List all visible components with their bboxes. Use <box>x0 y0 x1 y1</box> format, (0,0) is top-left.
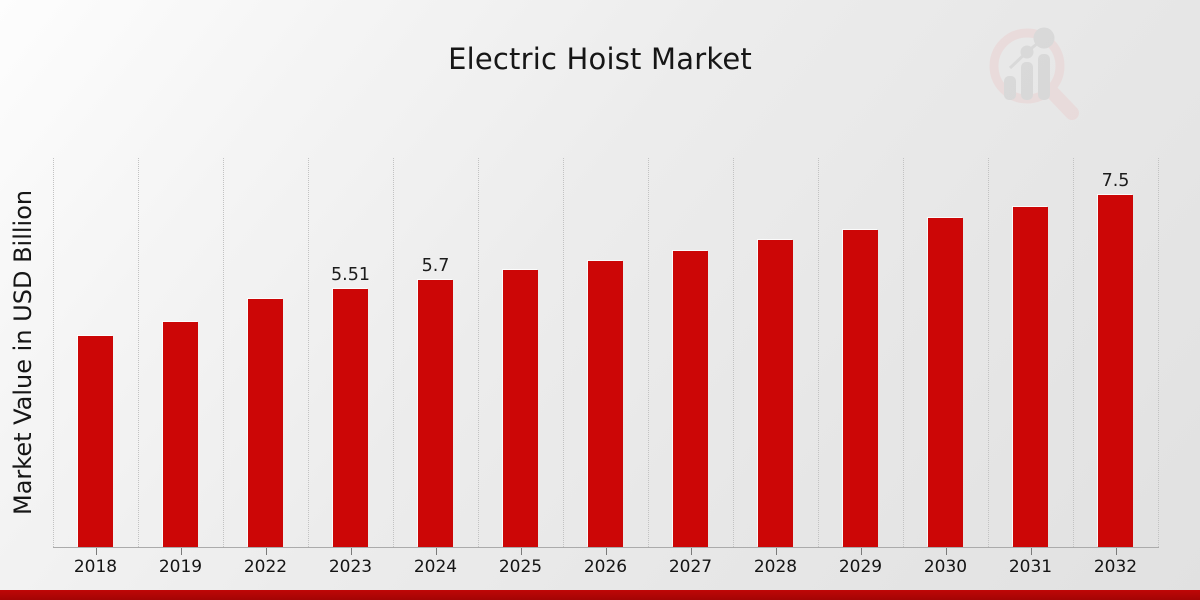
bar-2029 <box>843 230 878 547</box>
y-axis-label: Market Value in USD Billion <box>9 189 37 516</box>
bar-2031 <box>1013 207 1048 547</box>
bar-2032 <box>1098 195 1133 547</box>
x-axis-tick <box>1030 548 1032 555</box>
gridline <box>478 158 479 547</box>
bar-value-label: 7.5 <box>1101 171 1130 191</box>
bar-2027 <box>673 251 708 547</box>
x-axis-tick <box>435 548 437 555</box>
bar-2019 <box>163 322 198 547</box>
bar-2026 <box>588 261 623 547</box>
gridline <box>648 158 649 547</box>
gridline <box>563 158 564 547</box>
gridline <box>138 158 139 547</box>
footer-accent-bar <box>0 590 1200 600</box>
gridline <box>1158 158 1159 547</box>
x-tick-label: 2027 <box>668 557 713 577</box>
gridline <box>988 158 989 547</box>
bar-growth-icon <box>1004 27 1055 100</box>
x-axis-tick <box>860 548 862 555</box>
x-axis-tick <box>775 548 777 555</box>
bar-chart-plot: 2018 2019 2022 5.51 2023 5.7 2024 2025 2026 2027 2… <box>53 158 1159 577</box>
gridline <box>223 158 224 547</box>
x-axis-tick <box>265 548 267 555</box>
x-axis-tick <box>95 548 97 555</box>
x-axis-tick <box>1115 548 1117 555</box>
x-tick-label: 2031 <box>1008 557 1053 577</box>
gridline <box>308 158 309 547</box>
bar-value-label: 5.7 <box>421 256 450 276</box>
gridline <box>733 158 734 547</box>
gridline <box>1073 158 1074 547</box>
x-tick-label: 2023 <box>328 557 373 577</box>
bar-2023 <box>333 289 368 547</box>
x-tick-label: 2030 <box>923 557 968 577</box>
x-axis-tick <box>690 548 692 555</box>
bar-2018 <box>78 336 113 547</box>
x-axis-tick <box>180 548 182 555</box>
gridline <box>818 158 819 547</box>
bar-2030 <box>928 218 963 547</box>
x-tick-label: 2024 <box>413 557 458 577</box>
x-axis-tick <box>945 548 947 555</box>
x-axis-tick <box>520 548 522 555</box>
bar-value-label: 5.51 <box>331 265 370 285</box>
bar-2025 <box>503 270 538 547</box>
gridline <box>53 158 54 547</box>
x-tick-label: 2019 <box>158 557 203 577</box>
x-tick-label: 2025 <box>498 557 543 577</box>
x-axis-tick <box>605 548 607 555</box>
x-axis-tick <box>350 548 352 555</box>
bar-2022 <box>248 299 283 547</box>
x-tick-label: 2028 <box>753 557 798 577</box>
bar-2024 <box>418 280 453 547</box>
gridline <box>903 158 904 547</box>
x-tick-label: 2029 <box>838 557 883 577</box>
chart-title: Electric Hoist Market <box>448 42 752 76</box>
x-tick-label: 2026 <box>583 557 628 577</box>
x-tick-label: 2022 <box>243 557 288 577</box>
gridline <box>393 158 394 547</box>
x-tick-label: 2032 <box>1093 557 1138 577</box>
bar-2028 <box>758 240 793 547</box>
x-tick-label: 2018 <box>73 557 118 577</box>
market-research-future-logo <box>989 27 1079 120</box>
